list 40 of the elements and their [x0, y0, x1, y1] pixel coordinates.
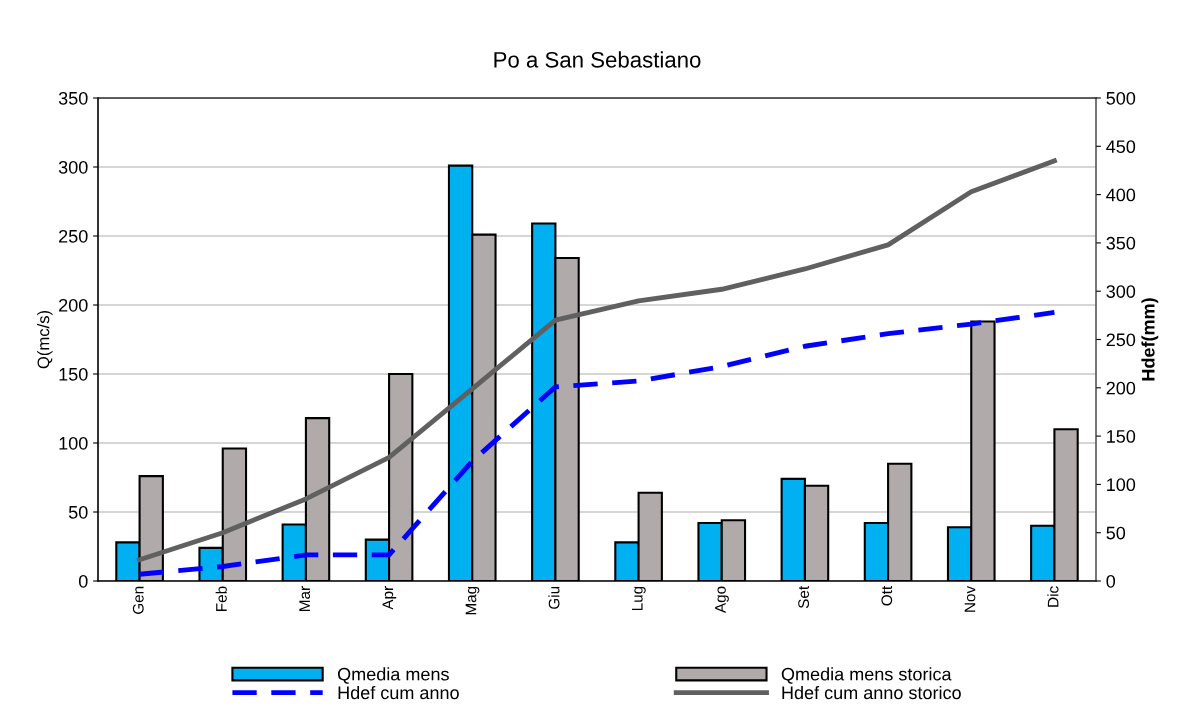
- chart-title: Po a San Sebastiano: [494, 51, 701, 68]
- y2-tick-label: 350: [1106, 236, 1136, 250]
- y2-tick-label: 250: [1106, 333, 1136, 347]
- legend-label: Hdef cum anno storico: [782, 685, 961, 700]
- y-tick-label: 250: [59, 229, 88, 243]
- x-tick-label: Mar: [299, 586, 311, 611]
- line-series: [137, 158, 1057, 563]
- y2-tick-label: 300: [1106, 285, 1136, 298]
- y-axis-title: Q(mc/s): [37, 310, 53, 369]
- y-tick-label: 150: [59, 367, 88, 381]
- y-tick-label: 0: [78, 574, 88, 588]
- y-tick-label: 300: [58, 160, 88, 174]
- y2-tick-label: 100: [1107, 478, 1136, 492]
- x-tick-label: Set: [798, 585, 810, 609]
- y2-tick-label: 200: [1106, 381, 1136, 395]
- x-tick-label: Nov: [964, 585, 976, 612]
- y2-tick-label: 400: [1106, 188, 1136, 202]
- x-tick-label: Gen: [132, 586, 144, 614]
- y2-tick-label: 500: [1106, 91, 1136, 105]
- legend-label: Hdef cum anno: [338, 685, 459, 700]
- y-tick-label: 350: [58, 91, 88, 105]
- y2-tick-label: 150: [1107, 430, 1136, 443]
- x-tick-label: Apr: [382, 586, 397, 610]
- x-tick-label: Mag: [465, 586, 480, 615]
- y2-tick-label: 50: [1106, 526, 1126, 540]
- x-tick-label: Dic: [1047, 586, 1059, 607]
- x-tick-label: Feb: [215, 586, 227, 611]
- y2-tick-label: 450: [1106, 140, 1136, 154]
- y2-tick-label: 0: [1106, 574, 1116, 588]
- y-tick-label: 50: [68, 505, 88, 519]
- x-tick-label: Lug: [632, 586, 646, 611]
- x-tick-label: Giu: [548, 586, 560, 609]
- line-series: [137, 310, 1057, 577]
- legend-label: Qmedia mens: [337, 667, 449, 684]
- y2-axis-title: Hdef(mm): [1141, 298, 1159, 381]
- legend-label: Qmedia mens storica: [781, 667, 952, 684]
- x-tick-label: Ago: [715, 586, 729, 614]
- x-tick-label: Ott: [881, 585, 893, 606]
- y-tick-label: 200: [59, 298, 88, 312]
- y-tick-label: 100: [59, 436, 88, 450]
